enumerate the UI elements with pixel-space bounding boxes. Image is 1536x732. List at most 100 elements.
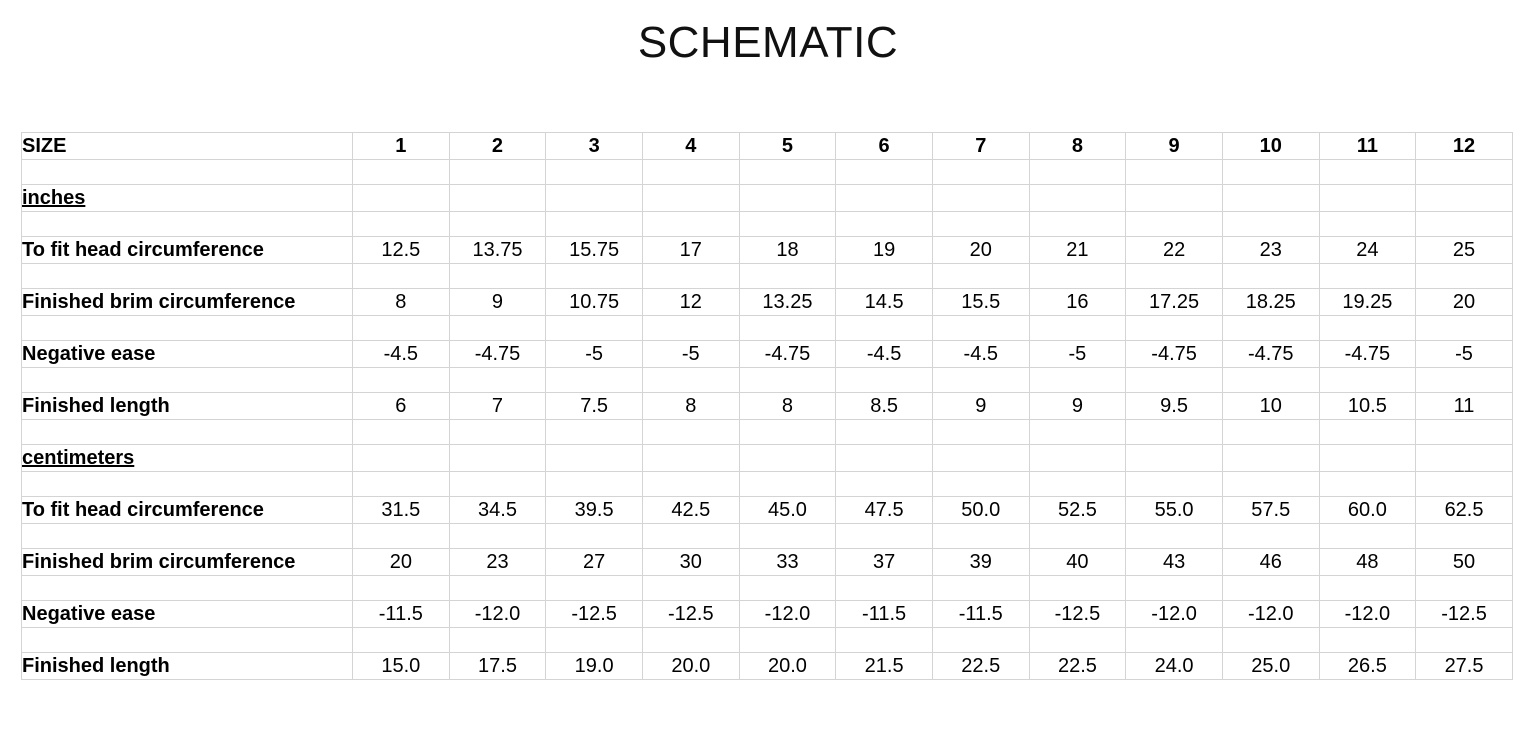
spacer-row	[21, 315, 1513, 341]
table-row: Negative ease -4.5 -4.75 -5 -5 -4.75 -4.5 -4.5-…	[21, 340, 1513, 368]
value-cell: 55.0	[1125, 496, 1223, 524]
empty-cell	[448, 627, 547, 653]
value-cell: -4.5	[931, 340, 1030, 368]
empty-cell	[1221, 575, 1320, 601]
spacer-row	[21, 367, 1513, 393]
empty-cell	[1221, 263, 1320, 289]
empty-cell	[738, 263, 837, 289]
empty-cell	[1125, 184, 1223, 212]
empty-cell	[1415, 367, 1513, 393]
empty-cell	[1221, 184, 1320, 212]
table-row: Finished brim circumference 8 9 10.75 12 13.2…	[21, 288, 1513, 316]
value-cell: -5	[545, 340, 643, 368]
empty-cell	[448, 263, 547, 289]
value-cell: -4.75	[1125, 340, 1223, 368]
row-label: To fit head circumference	[21, 496, 353, 524]
empty-cell	[738, 627, 837, 653]
empty-cell	[641, 211, 740, 237]
empty-cell	[1318, 523, 1417, 549]
value-cell: -12.0	[448, 600, 547, 628]
value-cell: 45.0	[738, 496, 837, 524]
value-cell: 24	[1318, 236, 1417, 264]
value-cell: 8	[641, 392, 740, 420]
empty-cell	[1028, 419, 1127, 445]
value-cell: 20.0	[738, 652, 837, 680]
value-cell: 20	[931, 236, 1030, 264]
row-label: Finished brim circumference	[21, 288, 353, 316]
value-cell: -12.0	[738, 600, 837, 628]
empty-cell	[1318, 159, 1417, 185]
spacer-row	[21, 419, 1513, 445]
empty-cell	[1415, 315, 1513, 341]
value-cell: 15.0	[352, 652, 450, 680]
empty-cell	[641, 419, 740, 445]
value-cell: -4.5	[835, 340, 933, 368]
empty-cell	[1125, 159, 1223, 185]
value-cell: 14.5	[835, 288, 933, 316]
empty-cell	[835, 315, 933, 341]
empty-cell	[1221, 627, 1320, 653]
value-cell: 30	[641, 548, 740, 576]
value-cell: 20.0	[641, 652, 740, 680]
empty-cell	[352, 575, 450, 601]
value-cell: 24.0	[1125, 652, 1223, 680]
empty-cell	[835, 575, 933, 601]
empty-cell	[1028, 627, 1127, 653]
empty-cell	[448, 523, 547, 549]
value-cell: 23	[448, 548, 547, 576]
value-cell: 10.5	[1318, 392, 1417, 420]
empty-cell	[448, 184, 547, 212]
empty-cell	[1415, 263, 1513, 289]
size-header-cell: 6	[835, 132, 933, 160]
empty-cell	[931, 471, 1030, 497]
empty-cell	[352, 627, 450, 653]
empty-cell	[21, 367, 353, 393]
value-cell: 21.5	[835, 652, 933, 680]
value-cell: 23	[1221, 236, 1320, 264]
empty-cell	[1125, 367, 1223, 393]
size-header-row: SIZE 1 2 3 4 5 6 7 8 9 10 11 12	[21, 132, 1513, 160]
empty-cell	[545, 315, 643, 341]
value-cell: -4.75	[1318, 340, 1417, 368]
value-cell: 8	[352, 288, 450, 316]
value-cell: 12	[641, 288, 740, 316]
row-label: Finished length	[21, 652, 353, 680]
empty-cell	[641, 184, 740, 212]
empty-cell	[545, 367, 643, 393]
empty-cell	[738, 444, 837, 472]
empty-cell	[1221, 159, 1320, 185]
empty-cell	[448, 159, 547, 185]
section-heading: centimeters	[21, 444, 353, 472]
size-header-cell: 10	[1221, 132, 1320, 160]
empty-cell	[545, 159, 643, 185]
value-cell: 17	[641, 236, 740, 264]
value-cell: 48	[1318, 548, 1417, 576]
empty-cell	[1415, 211, 1513, 237]
value-cell: -12.5	[1415, 600, 1513, 628]
empty-cell	[931, 523, 1030, 549]
value-cell: -12.5	[1028, 600, 1127, 628]
empty-cell	[1318, 575, 1417, 601]
empty-cell	[1028, 367, 1127, 393]
empty-cell	[1028, 575, 1127, 601]
empty-cell	[1221, 419, 1320, 445]
table-row: Finished length 6 7 7.5 8 8 8.5 9 9 9.5 10 10.5 11	[21, 392, 1513, 420]
empty-cell	[1125, 627, 1223, 653]
empty-cell	[835, 471, 933, 497]
empty-cell	[21, 627, 353, 653]
empty-cell	[21, 315, 353, 341]
value-cell: 27.5	[1415, 652, 1513, 680]
empty-cell	[1125, 315, 1223, 341]
spacer-row	[21, 471, 1513, 497]
value-cell: 40	[1028, 548, 1127, 576]
empty-cell	[1221, 523, 1320, 549]
empty-cell	[1415, 627, 1513, 653]
value-cell: 52.5	[1028, 496, 1127, 524]
value-cell: 19	[835, 236, 933, 264]
value-cell: -12.0	[1221, 600, 1320, 628]
value-cell: 25	[1415, 236, 1513, 264]
size-header-cell: 11	[1318, 132, 1417, 160]
empty-cell	[545, 263, 643, 289]
value-cell: -5	[1028, 340, 1127, 368]
empty-cell	[1318, 471, 1417, 497]
